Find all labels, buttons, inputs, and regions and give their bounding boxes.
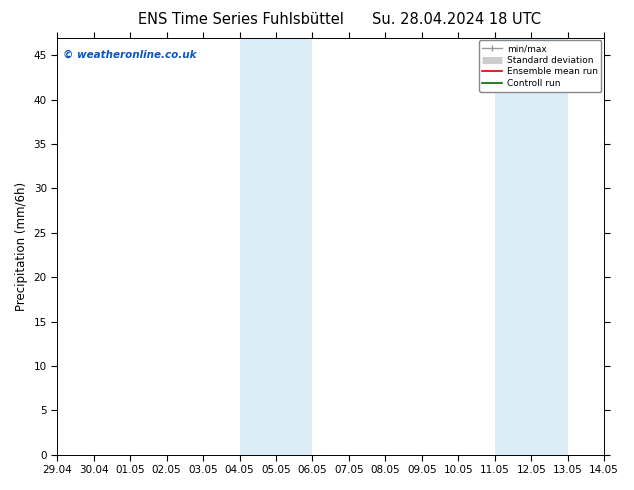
Bar — [240, 38, 313, 455]
Text: Su. 28.04.2024 18 UTC: Su. 28.04.2024 18 UTC — [372, 12, 541, 27]
Bar — [495, 38, 567, 455]
Text: © weatheronline.co.uk: © weatheronline.co.uk — [63, 50, 196, 60]
Legend: min/max, Standard deviation, Ensemble mean run, Controll run: min/max, Standard deviation, Ensemble me… — [479, 40, 602, 92]
Y-axis label: Precipitation (mm/6h): Precipitation (mm/6h) — [15, 182, 28, 311]
Text: ENS Time Series Fuhlsbüttel: ENS Time Series Fuhlsbüttel — [138, 12, 344, 27]
